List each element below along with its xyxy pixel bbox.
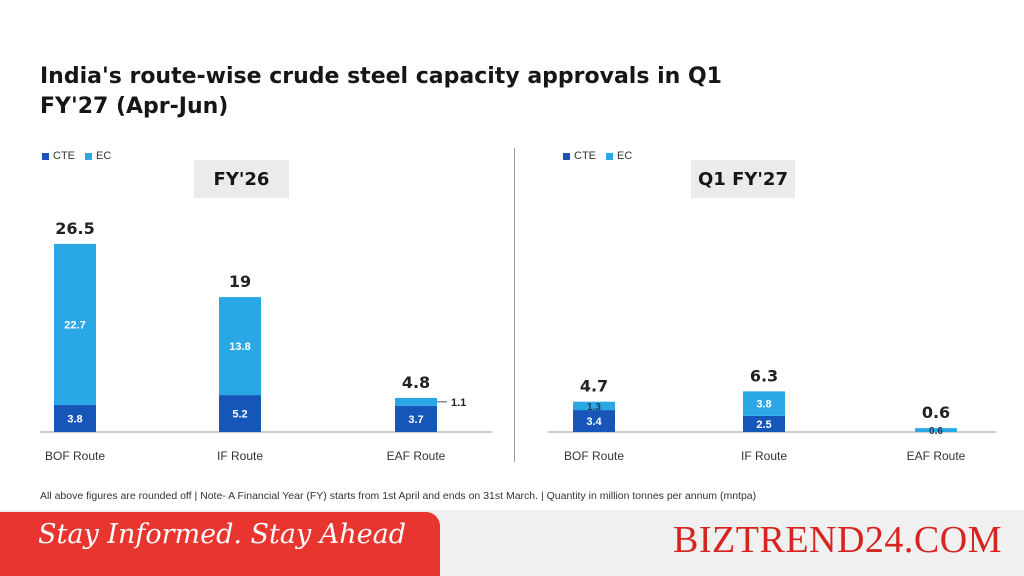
ec-legend-label: EC (96, 150, 112, 162)
ec-legend-swatch (606, 152, 613, 160)
ec-bar (219, 297, 261, 396)
ec-data-label: 13.8 (229, 341, 250, 353)
cte-legend-swatch (563, 152, 570, 160)
total-label: 6.3 (750, 366, 778, 385)
fy26-legend: CTE EC (42, 150, 117, 162)
total-label: 4.8 (402, 373, 430, 392)
ec-bar (573, 401, 615, 411)
ec-bar (395, 397, 437, 406)
ec-data-label: 0.6 (929, 426, 943, 437)
cte-legend-label: CTE (53, 150, 75, 162)
cte-data-label: 2.5 (756, 419, 771, 431)
fy26-chart-panel: CTE EC FY'26 3.8 22.7 26.5 BOF Route 5.2 13.8… (0, 140, 510, 480)
ec-legend-swatch (85, 152, 92, 160)
cte-bar (743, 415, 785, 432)
ec-data-label: 1.3 (587, 402, 601, 413)
brand-logo-text[interactable]: BIZTREND24.COM (673, 519, 1002, 561)
category-label: IF Route (741, 449, 787, 463)
category-label: EAF Route (387, 449, 446, 463)
total-label: 4.7 (580, 377, 608, 396)
cte-data-label: 3.4 (586, 416, 602, 428)
q1fy27-bar-chart: 3.4 1.3 4.7 BOF Route 2.5 3.8 6.3 IF Route 0.6 0.… (548, 366, 996, 463)
category-label: BOF Route (45, 449, 105, 463)
q1fy27-legend: CTE EC (563, 150, 638, 162)
category-label: BOF Route (564, 449, 624, 463)
tagline: Stay Informed. Stay Ahead (38, 519, 407, 550)
cte-data-label: 3.8 (67, 414, 82, 426)
cte-bar (219, 395, 261, 432)
tagline-banner (0, 512, 440, 576)
fy26-period-tag: FY'26 (194, 160, 289, 198)
total-label: 0.6 (922, 403, 950, 422)
ec-bar (915, 428, 957, 432)
chart-title: India's route-wise crude steel capacity … (40, 64, 722, 119)
cte-legend-swatch (42, 152, 49, 160)
panel-divider (514, 148, 515, 462)
cte-legend-label: CTE (574, 150, 596, 162)
category-label: EAF Route (907, 449, 966, 463)
ec-bar (743, 391, 785, 416)
cte-data-label: 3.7 (408, 414, 423, 426)
footnote: All above figures are rounded off | Note… (40, 490, 757, 502)
cte-data-label: 5.2 (232, 409, 247, 421)
ec-data-label: 3.8 (756, 399, 771, 411)
cte-bar (395, 405, 437, 432)
ec-legend-label: EC (617, 150, 633, 162)
fy26-bar-chart: 3.8 22.7 26.5 BOF Route 5.2 13.8 19 IF Route 3.7… (40, 219, 492, 463)
cte-bar (54, 405, 96, 432)
q1fy27-chart-panel: CTE EC Q1 FY'27 3.4 1.3 4.7 BOF Route 2.5 3.8… (514, 140, 1014, 480)
cte-bar (573, 410, 615, 432)
category-label: IF Route (217, 449, 263, 463)
ec-data-label: 22.7 (64, 319, 85, 331)
total-label: 26.5 (55, 219, 94, 238)
total-label: 19 (229, 272, 251, 291)
ec-data-label: 1.1 (451, 397, 466, 409)
ec-bar (54, 243, 96, 406)
q1fy27-period-tag: Q1 FY'27 (691, 160, 795, 198)
